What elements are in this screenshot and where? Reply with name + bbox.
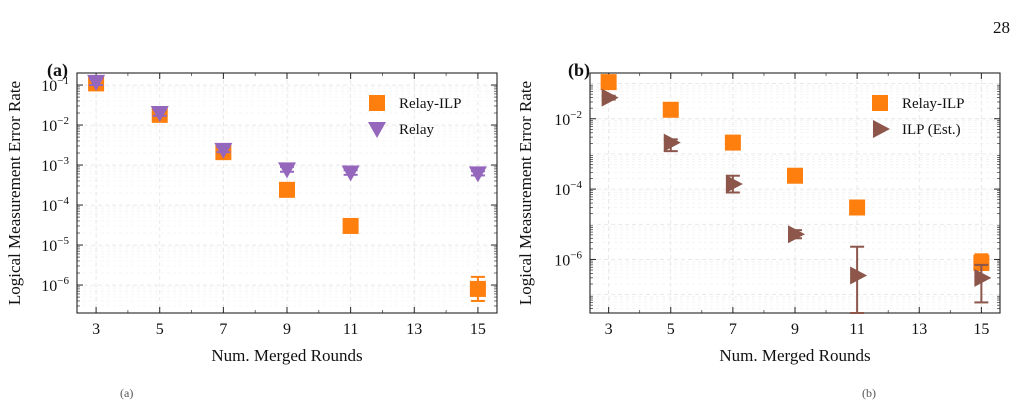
x-tick-label: 3 bbox=[92, 321, 100, 338]
x-tick-label: 13 bbox=[406, 321, 422, 338]
x-tick-label: 7 bbox=[729, 321, 737, 338]
x-tick-label: 13 bbox=[911, 321, 927, 338]
axes-frame bbox=[589, 72, 1001, 314]
y-tick-label: 10−2 bbox=[554, 109, 582, 129]
series-relay bbox=[87, 74, 487, 183]
panel-label: (a) bbox=[47, 60, 68, 81]
data-point bbox=[849, 199, 866, 216]
y-tick-label: 10−4 bbox=[554, 179, 582, 199]
legend-marker bbox=[872, 95, 888, 111]
data-point bbox=[468, 166, 487, 183]
x-tick-label: 7 bbox=[219, 321, 227, 338]
x-tick-label: 15 bbox=[470, 321, 486, 338]
subfigure-caption-a: (a) bbox=[120, 386, 134, 400]
legend-marker bbox=[873, 120, 890, 138]
data-point bbox=[663, 133, 681, 152]
x-axis-label: Num. Merged Rounds bbox=[719, 346, 870, 365]
x-tick-label: 9 bbox=[283, 321, 291, 338]
data-point bbox=[278, 162, 296, 179]
series-ilp-est- bbox=[601, 88, 992, 314]
y-tick-label: 10−6 bbox=[41, 275, 69, 295]
data-point bbox=[601, 88, 619, 107]
axes-frame bbox=[76, 72, 498, 314]
data-point bbox=[279, 181, 295, 198]
legend-marker bbox=[368, 122, 386, 138]
legend-label: Relay-ILP bbox=[902, 96, 964, 112]
x-tick-label: 9 bbox=[791, 321, 799, 338]
data-point bbox=[341, 165, 360, 182]
legend: Relay-ILP Relay bbox=[368, 95, 461, 138]
data-point bbox=[850, 266, 868, 285]
x-tick-label: 11 bbox=[343, 321, 358, 338]
data-point bbox=[600, 74, 617, 91]
data-point bbox=[662, 101, 679, 118]
data-point bbox=[87, 74, 106, 91]
legend: Relay-ILP ILP (Est.) bbox=[872, 95, 964, 138]
x-tick-label: 5 bbox=[156, 321, 164, 338]
data-point bbox=[724, 134, 741, 151]
x-axis-label: Num. Merged Rounds bbox=[211, 346, 362, 365]
series-relay-ilp bbox=[600, 74, 990, 272]
subfigure-caption-b: (b) bbox=[862, 386, 876, 400]
legend-label: Relay bbox=[399, 122, 434, 138]
y-tick-label: 10−4 bbox=[41, 195, 69, 215]
data-point bbox=[973, 254, 990, 271]
legend-marker bbox=[369, 95, 385, 111]
x-tick-label: 5 bbox=[667, 321, 675, 338]
legend-label: ILP (Est.) bbox=[902, 122, 961, 138]
data-point bbox=[974, 268, 992, 287]
y-tick-label: 10−2 bbox=[41, 115, 69, 135]
data-point bbox=[725, 174, 743, 193]
data-point bbox=[342, 217, 359, 234]
page-number: 28 bbox=[993, 18, 1010, 37]
panel-label: (b) bbox=[568, 60, 590, 81]
y-tick-label: 10−3 bbox=[41, 155, 69, 175]
y-axis-label: Logical Measurement Error Rate bbox=[516, 81, 535, 305]
y-axis-label: Logical Measurement Error Rate bbox=[5, 81, 24, 305]
data-point bbox=[214, 142, 233, 159]
x-tick-label: 11 bbox=[849, 321, 864, 338]
data-point bbox=[150, 106, 169, 122]
data-point bbox=[787, 167, 803, 184]
y-tick-label: 10−1 bbox=[41, 75, 69, 95]
legend-label: Relay-ILP bbox=[399, 96, 461, 112]
chart-panel-a: 3 5 7 9 11 13 15 10−6 10−5 10−4 10−3 10−2 10−1 Num. M… bbox=[5, 60, 498, 365]
y-tick-label: 10−6 bbox=[554, 249, 582, 269]
x-tick-label: 15 bbox=[973, 321, 989, 338]
x-tick-label: 3 bbox=[605, 321, 613, 338]
y-tick-label: 10−5 bbox=[41, 235, 69, 255]
data-point bbox=[469, 280, 486, 297]
chart-panel-b: 3 5 7 9 11 13 15 10−6 10−4 10−2 Num. Merged Rounds… bbox=[516, 60, 1001, 365]
data-point bbox=[788, 225, 805, 244]
